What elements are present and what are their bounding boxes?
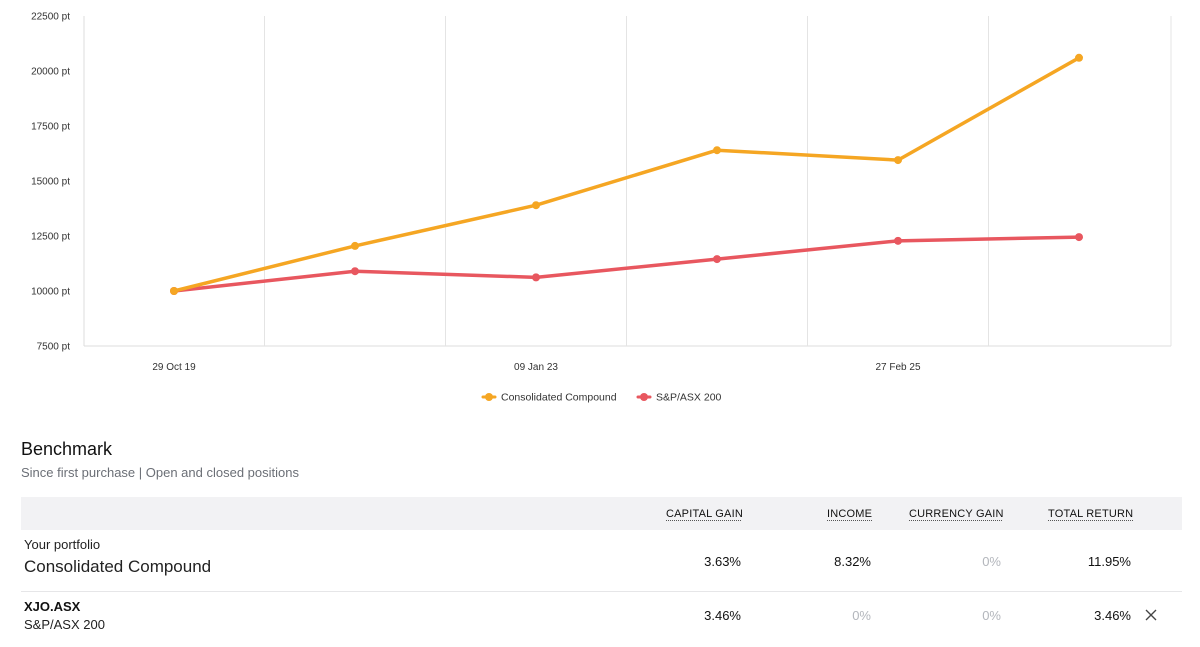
currency-gain-value: 0% (982, 554, 1001, 569)
x-tick-label: 27 Feb 25 (875, 362, 920, 373)
close-icon[interactable] (1142, 606, 1160, 624)
column-currency-gain[interactable]: CURRENCY GAIN (909, 508, 1004, 520)
x-tick-label: 29 Oct 19 (152, 362, 196, 373)
y-tick-label: 20000 pt (31, 67, 70, 78)
capital-gain-value: 3.46% (704, 608, 741, 623)
chart-series (170, 53, 1083, 295)
chart-grid (83, 16, 1172, 347)
data-point[interactable] (170, 287, 178, 295)
benchmark-subtitle: Since first purchase | Open and closed p… (21, 465, 299, 480)
series-line (172, 235, 1081, 293)
row-code: XJO.ASX (24, 599, 81, 614)
data-point[interactable] (1075, 53, 1083, 62)
row-name: S&P/ASX 200 (24, 617, 105, 632)
table-row-benchmark[interactable]: XJO.ASX S&P/ASX 200 3.46% 0% 0% 3.46% (21, 592, 1182, 644)
income-value: 0% (852, 608, 871, 623)
table-row-portfolio[interactable]: Your portfolio Consolidated Compound 3.6… (21, 530, 1182, 592)
column-total-return[interactable]: TOTAL RETURN (1048, 508, 1134, 520)
chart-svg: 7500 pt 10000 pt 12500 pt 15000 pt 17500 pt 2… (31, 12, 1172, 404)
legend-label: S&P/ASX 200 (656, 392, 722, 404)
data-point[interactable] (713, 255, 721, 264)
benchmark-title: Benchmark (21, 439, 113, 459)
x-axis-ticks: 29 Oct 19 09 Jan 23 27 Feb 25 (152, 362, 921, 373)
data-point[interactable] (532, 273, 540, 282)
y-axis-ticks: 7500 pt 10000 pt 12500 pt 15000 pt 17500 pt 2… (31, 12, 70, 353)
row-label-small: Your portfolio (24, 537, 101, 552)
capital-gain-value: 3.63% (704, 554, 741, 569)
y-tick-label: 22500 pt (31, 12, 70, 23)
data-point[interactable] (894, 156, 902, 165)
total-return-value: 11.95% (1087, 554, 1131, 569)
performance-chart: 7500 pt 10000 pt 12500 pt 15000 pt 17500 pt 2… (31, 12, 1172, 404)
data-point[interactable] (351, 241, 359, 250)
series-consolidated-compound (170, 53, 1083, 295)
legend-item-consolidated-compound[interactable]: Consolidated Compound (481, 392, 617, 404)
data-point[interactable] (351, 267, 359, 276)
data-point[interactable] (713, 146, 721, 155)
column-capital-gain[interactable]: CAPITAL GAIN (666, 508, 743, 520)
column-income[interactable]: INCOME (827, 508, 873, 520)
legend-label: Consolidated Compound (501, 392, 617, 404)
x-tick-label: 09 Jan 23 (514, 362, 558, 373)
data-point[interactable] (1075, 233, 1083, 242)
row-label-large: Consolidated Compound (24, 557, 212, 576)
data-point[interactable] (532, 201, 540, 210)
y-tick-label: 15000 pt (31, 177, 70, 188)
chart-legend[interactable]: Consolidated Compound S&P/ASX 200 (481, 392, 722, 404)
data-point[interactable] (894, 236, 902, 245)
table-header: CAPITAL GAIN INCOME CURRENCY GAIN TOTAL … (21, 497, 1182, 530)
total-return-value: 3.46% (1094, 608, 1131, 623)
y-tick-label: 7500 pt (37, 342, 71, 353)
legend-swatch-dot (640, 393, 648, 401)
benchmark-section: Benchmark Since first purchase | Open an… (21, 438, 1182, 632)
currency-gain-value: 0% (982, 608, 1001, 623)
y-tick-label: 10000 pt (31, 287, 70, 298)
income-value: 8.32% (834, 554, 871, 569)
legend-swatch-dot (485, 393, 493, 401)
legend-item-sp-asx-200[interactable]: S&P/ASX 200 (636, 392, 722, 404)
y-tick-label: 17500 pt (31, 122, 70, 133)
y-tick-label: 12500 pt (31, 232, 70, 243)
benchmark-table: CAPITAL GAIN INCOME CURRENCY GAIN TOTAL … (21, 497, 1182, 644)
series-line (172, 56, 1081, 293)
